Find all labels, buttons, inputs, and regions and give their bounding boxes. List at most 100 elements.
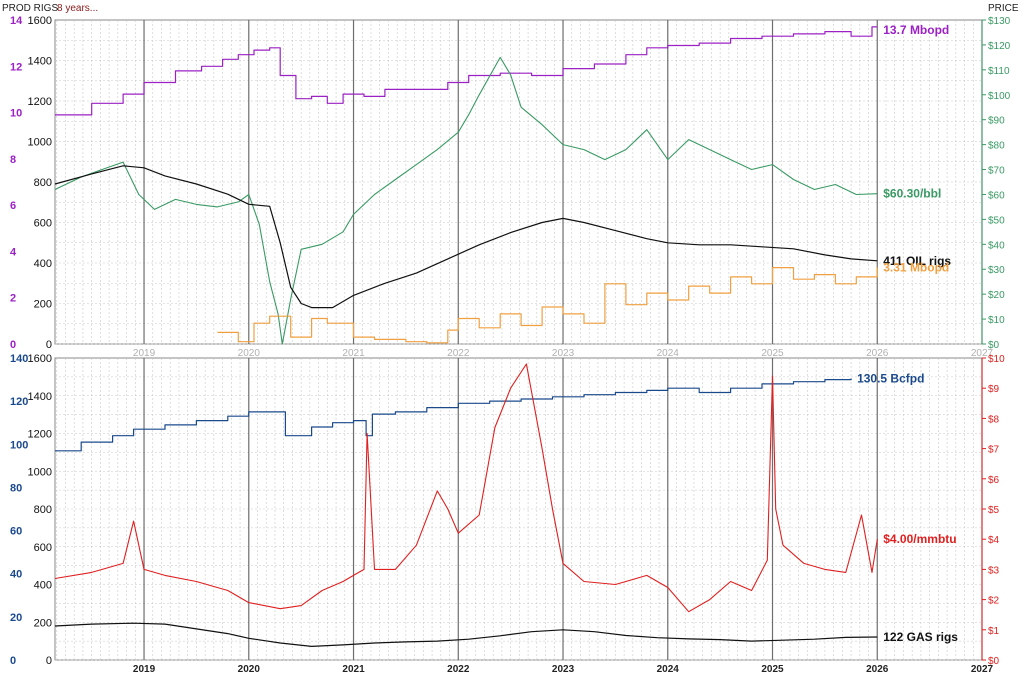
oil-panel: 2019 2020 2021 2022 2023 2024 2025 2026 2027 0 200…: [10, 15, 1011, 359]
left-outer-tick-label: 10: [10, 108, 22, 120]
plot-frame: [54, 19, 983, 345]
x-tick-label: 2027: [971, 664, 994, 675]
right-tick-label: $20: [988, 290, 1005, 301]
series-line-0: [55, 26, 878, 116]
right-tick-label: $6: [988, 475, 1000, 486]
series-line-2: [54, 165, 878, 309]
x-tick-label: 2023: [552, 348, 575, 359]
right-tick-label: $0: [988, 656, 1000, 667]
left-outer-tick-label: 12: [10, 61, 22, 73]
left-outer-tick-label: 2: [10, 293, 16, 305]
gas-panel: 2019 2020 2021 2022 2023 2024 2025 2026 20270200…: [10, 353, 1005, 675]
annotation-production: 13.7 Mbopd: [883, 23, 949, 37]
right-tick-label: $7: [988, 445, 1000, 456]
x-tick-label: 2026: [866, 664, 889, 675]
major-grid: [143, 358, 983, 660]
right-tick-label: $120: [988, 41, 1011, 52]
right-tick-label: $4: [988, 535, 1000, 546]
left-inner-tick-label: 200: [34, 617, 52, 629]
x-tick-label: 2021: [342, 664, 365, 675]
x-tick-label: 2024: [657, 348, 680, 359]
right-tick-label: $9: [988, 384, 1000, 395]
left-outer-tick-label: 0: [10, 339, 16, 351]
minor-grid: [55, 358, 983, 661]
left-inner-tick-label: 800: [34, 177, 52, 189]
right-tick-label: $30: [988, 265, 1005, 276]
series-line-3: [217, 267, 878, 344]
x-tick-label: 2027: [971, 348, 994, 359]
annotation-rigs: 411 OIL rigs: [883, 254, 951, 268]
left-axis-header: PROD RIGS: [2, 3, 58, 14]
left-inner-tick-label: 1600: [28, 15, 52, 27]
left-inner-tick-label: 1200: [28, 96, 52, 108]
left-outer-tick-label: 140: [10, 353, 28, 365]
right-tick-label: $90: [988, 116, 1005, 127]
right-tick-label: $5: [988, 505, 1000, 516]
right-tick-label: $100: [988, 91, 1011, 102]
annotation-rigs: 122 GAS rigs: [883, 630, 958, 644]
right-tick-label: $10: [988, 354, 1005, 365]
left-inner-tick-label: 600: [34, 542, 52, 554]
left-outer-tick-label: 14: [10, 15, 23, 27]
left-inner-tick-label: 600: [34, 218, 52, 230]
right-tick-label: $70: [988, 166, 1005, 177]
right-tick-label: $130: [988, 16, 1011, 27]
x-tick-label: 2019: [133, 664, 156, 675]
right-tick-label: $8: [988, 414, 1000, 425]
series-line-2: [54, 622, 878, 647]
x-tick-label: 2022: [447, 664, 470, 675]
x-tick-label: 2025: [761, 348, 784, 359]
left-outer-tick-label: 20: [10, 612, 22, 624]
left-outer-tick-label: 80: [10, 482, 22, 494]
series-line-0: [55, 378, 852, 452]
annotation-ffo: 3.31 Mbopd: [883, 260, 949, 274]
left-inner-tick-label: 400: [34, 580, 52, 592]
right-tick-label: $80: [988, 141, 1005, 152]
left-inner-tick-label: 1000: [28, 137, 52, 149]
left-inner-tick-label: 1200: [28, 429, 52, 441]
left-inner-tick-label: 800: [34, 504, 52, 516]
x-tick-label: 2023: [552, 664, 575, 675]
annotation-price: $60.30/bbl: [883, 187, 941, 201]
left-inner-tick-label: 400: [34, 258, 52, 270]
right-tick-label: $1: [988, 626, 1000, 637]
note-label: 8 years...: [57, 3, 98, 14]
left-outer-tick-label: 6: [10, 200, 16, 212]
left-outer-tick-label: 100: [10, 439, 28, 451]
left-inner-tick-label: 0: [46, 339, 52, 351]
x-tick-label: 2021: [342, 348, 365, 359]
plot-frame: [54, 357, 983, 661]
left-inner-tick-label: 0: [46, 655, 52, 667]
left-inner-tick-label: 1400: [28, 56, 52, 68]
left-inner-tick-label: 1000: [28, 466, 52, 478]
x-tick-label: 2025: [761, 664, 784, 675]
left-inner-tick-label: 1600: [28, 353, 52, 365]
left-inner-tick-label: 1400: [28, 391, 52, 403]
x-tick-label: 2022: [447, 348, 470, 359]
x-tick-label: 2026: [866, 348, 889, 359]
left-outer-tick-label: 60: [10, 526, 22, 538]
left-inner-tick-label: 200: [34, 299, 52, 311]
annotation-production: 130.5 Bcfpd: [857, 371, 924, 385]
right-tick-label: $2: [988, 596, 1000, 607]
right-tick-label: $50: [988, 215, 1005, 226]
right-tick-label: $0: [988, 340, 1000, 351]
x-tick-label: 2020: [238, 348, 261, 359]
right-tick-label: $40: [988, 240, 1005, 251]
x-tick-label: 2024: [657, 664, 680, 675]
annotation-price: $4.00/mmbtu: [883, 532, 956, 546]
left-outer-tick-label: 8: [10, 154, 16, 166]
right-tick-label: $10: [988, 315, 1005, 326]
left-outer-tick-label: 120: [10, 396, 28, 408]
right-tick-label: $60: [988, 190, 1005, 201]
x-tick-label: 2019: [133, 348, 156, 359]
x-tick-label: 2020: [238, 664, 261, 675]
right-tick-label: $3: [988, 565, 1000, 576]
right-axis-header: PRICE: [988, 3, 1019, 14]
right-tick-label: $110: [988, 66, 1010, 77]
series-line-1: [54, 363, 878, 613]
left-outer-tick-label: 4: [10, 246, 17, 258]
left-outer-tick-label: 40: [10, 569, 22, 581]
left-outer-tick-label: 0: [10, 655, 16, 667]
